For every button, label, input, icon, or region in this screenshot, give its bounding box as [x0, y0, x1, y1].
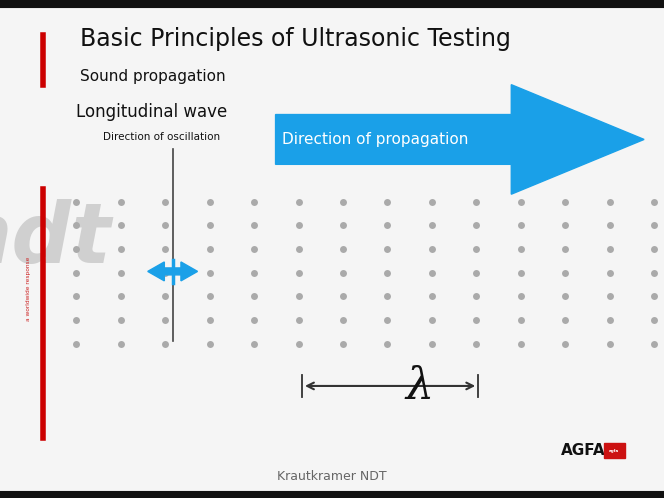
- Text: a worldwide response: a worldwide response: [26, 256, 31, 321]
- Text: Sound propagation: Sound propagation: [80, 69, 225, 84]
- Text: Longitudinal wave: Longitudinal wave: [76, 103, 228, 121]
- Text: λ: λ: [406, 365, 434, 407]
- Text: AGFA: AGFA: [561, 443, 606, 458]
- Text: Direction of oscillation: Direction of oscillation: [103, 132, 220, 142]
- Text: ndt: ndt: [0, 199, 112, 279]
- FancyArrow shape: [173, 262, 198, 281]
- Text: Krautkramer NDT: Krautkramer NDT: [277, 470, 387, 483]
- Text: Direction of propagation: Direction of propagation: [282, 132, 469, 147]
- FancyArrow shape: [276, 85, 644, 194]
- FancyArrow shape: [148, 262, 173, 281]
- Text: agfa: agfa: [609, 449, 620, 453]
- Text: Basic Principles of Ultrasonic Testing: Basic Principles of Ultrasonic Testing: [80, 27, 511, 51]
